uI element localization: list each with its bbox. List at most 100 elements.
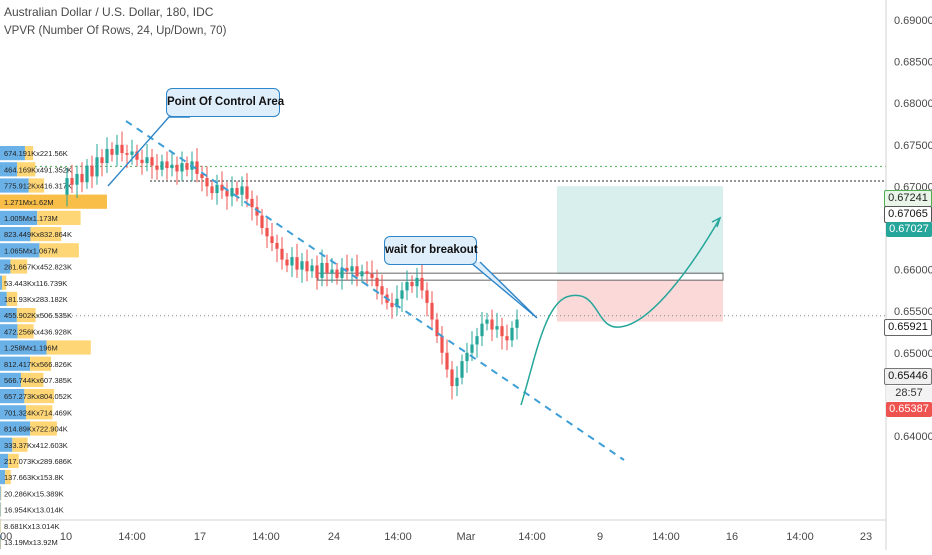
indicator-label: VPVR (Number Of Rows, 24, Up/Down, 70) xyxy=(4,25,226,37)
x-tick-label: 14:00 xyxy=(118,531,146,543)
candle-body xyxy=(100,157,103,163)
vp-row-label: 775.912Kx416.317K xyxy=(4,182,72,191)
candle-body xyxy=(310,265,313,271)
vp-row-label: 181.93Kx283.182K xyxy=(4,295,68,304)
trendline xyxy=(126,121,624,460)
vp-row-label: 464.169Kx491.352K xyxy=(4,165,72,174)
vp-row-label: 53.443Kx116.739K xyxy=(4,279,67,288)
candle-body xyxy=(390,303,393,307)
target-zone xyxy=(557,186,723,274)
price-label-green: 0.67241 xyxy=(884,190,932,207)
x-tick-label: Mar xyxy=(457,531,476,543)
candle-body xyxy=(110,149,113,155)
x-tick-label: 10 xyxy=(60,531,72,543)
candle-body xyxy=(230,188,233,196)
candle-body xyxy=(330,270,333,273)
candle-body xyxy=(180,163,183,171)
candle-body xyxy=(185,163,188,170)
candle-body xyxy=(65,178,68,195)
candle-body xyxy=(460,361,463,378)
candle-body xyxy=(475,336,478,344)
y-tick-label: 0.65500 xyxy=(894,306,932,318)
candle-body xyxy=(315,265,318,277)
candle-body xyxy=(205,178,208,186)
x-tick-label: 00 xyxy=(0,531,12,543)
vp-row-label: 814.89Kx722.904K xyxy=(4,425,68,434)
countdown-label: 28:57 xyxy=(886,386,932,401)
vp-row-label: 333.37Kx412.603K xyxy=(4,441,68,450)
candle-body xyxy=(495,326,498,329)
vp-down-bar xyxy=(1,486,2,500)
vp-row-label: 16.954Kx13.014K xyxy=(4,506,64,515)
price-label-teal: 0.67027 xyxy=(886,222,932,237)
callout-poc-tail xyxy=(108,117,190,186)
vp-row-label: 1.258Mx1.196M xyxy=(4,344,58,353)
y-tick-label: 0.64000 xyxy=(894,431,932,443)
candle-body xyxy=(355,266,358,276)
candle-body xyxy=(320,263,323,278)
candle-body xyxy=(265,228,268,236)
x-tick-label: 24 xyxy=(328,531,340,543)
vp-row-label: 8.681Kx13.014K xyxy=(4,522,59,531)
candle-body xyxy=(445,353,448,370)
vp-row-label: 823.449Kx832.864K xyxy=(4,230,72,239)
vp-up-bar xyxy=(0,276,2,290)
candle-body xyxy=(260,216,263,228)
candle-body xyxy=(500,326,503,336)
y-tick-label: 0.66000 xyxy=(894,265,932,277)
candle-body xyxy=(450,369,453,386)
callout-breakout-tail xyxy=(470,262,537,318)
candle-body xyxy=(485,320,488,324)
vp-row-label: 701.324Kx714.469K xyxy=(4,408,72,417)
candle-body xyxy=(480,324,483,336)
x-tick-label: 9 xyxy=(597,531,603,543)
candle-body xyxy=(175,165,178,172)
candle-body xyxy=(95,157,98,176)
price-label-red: 0.65387 xyxy=(886,402,932,417)
candle-body xyxy=(125,153,128,155)
candle-body xyxy=(85,166,88,183)
candle-body xyxy=(400,290,403,298)
y-tick-label: 0.69000 xyxy=(894,15,932,27)
candle-body xyxy=(335,270,338,278)
x-tick-label: 17 xyxy=(194,531,206,543)
chart-title: Australian Dollar / U.S. Dollar, 180, ID… xyxy=(4,5,213,19)
candle-body xyxy=(370,274,373,278)
candle-body xyxy=(210,186,213,193)
price-label-current: 0.65446 xyxy=(884,368,932,385)
candle-body xyxy=(465,353,468,361)
price-label-dark: 0.67065 xyxy=(884,206,932,223)
candle-body xyxy=(160,161,163,169)
vp-row-label: 20.286Kx15.389K xyxy=(4,489,64,498)
candle-body xyxy=(120,145,123,153)
candle-body xyxy=(290,257,293,265)
candle-body xyxy=(140,160,143,163)
vp-up-bar xyxy=(0,502,1,516)
vp-row-label: 566.744Kx607.385K xyxy=(4,376,72,385)
candle-body xyxy=(70,178,73,185)
y-tick-label: 0.67500 xyxy=(894,140,932,152)
x-tick-label: 16 xyxy=(726,531,738,543)
y-tick-label: 0.68000 xyxy=(894,98,932,110)
candle-body xyxy=(300,261,303,269)
candle-body xyxy=(240,186,243,194)
y-tick-label: 0.68500 xyxy=(894,57,932,69)
candle-body xyxy=(245,186,248,198)
candle-body xyxy=(165,161,168,168)
candle-body xyxy=(420,278,423,290)
candle-body xyxy=(170,165,173,168)
vp-row-label: 1.271Mx1.62M xyxy=(4,198,54,207)
vp-up-bar xyxy=(0,486,1,500)
candle-body xyxy=(365,271,368,273)
candle-body xyxy=(235,188,238,195)
candle-body xyxy=(470,344,473,352)
candle-body xyxy=(425,290,428,302)
candle-body xyxy=(350,266,353,271)
candle-body xyxy=(510,328,513,340)
price-label-mid: 0.65921 xyxy=(884,319,932,336)
vp-row-label: 472.256Kx436.928K xyxy=(4,327,72,336)
candle-body xyxy=(270,236,273,243)
x-tick-label: 14:00 xyxy=(518,531,546,543)
